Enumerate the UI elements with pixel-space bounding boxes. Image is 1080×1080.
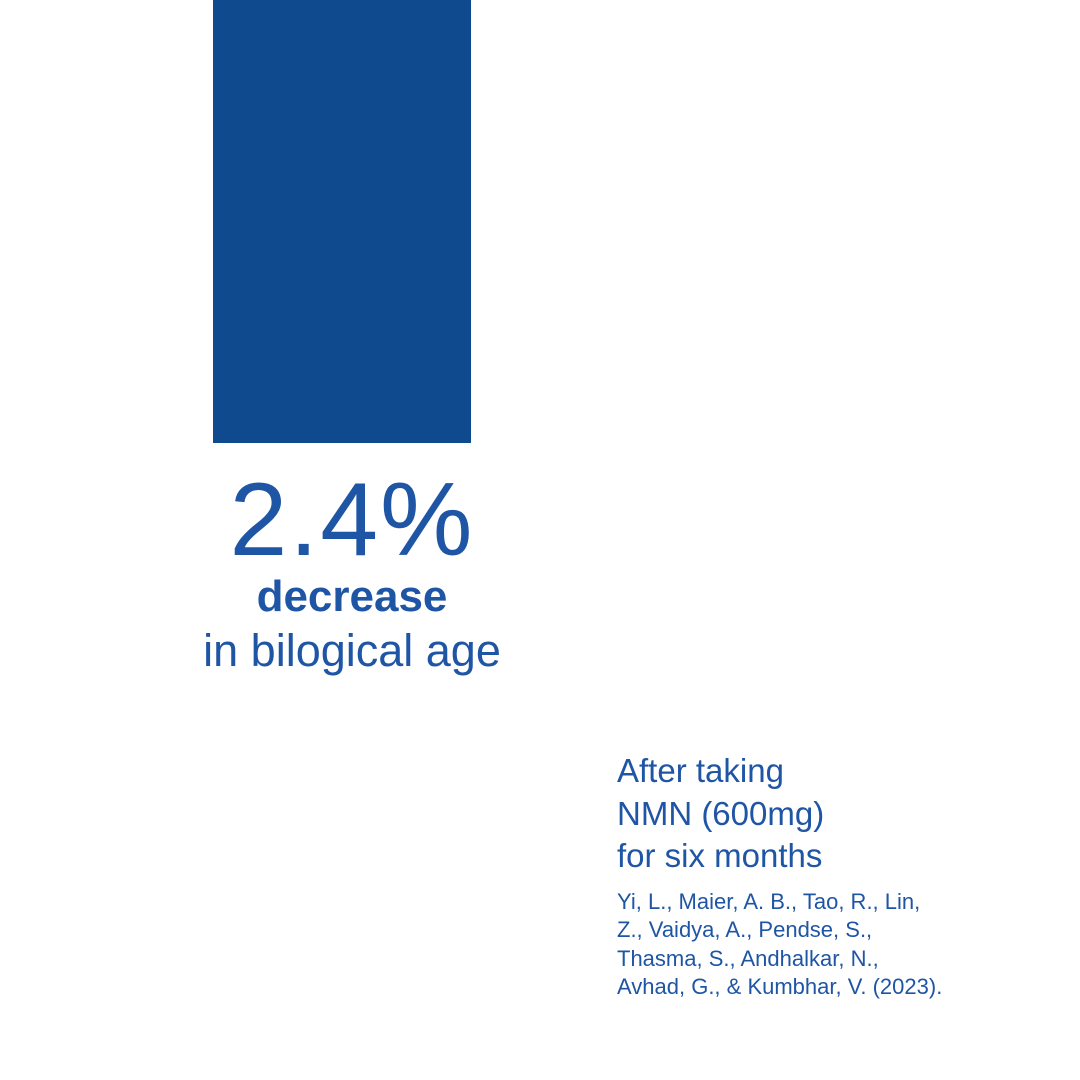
stat-value: 2.4% — [229, 462, 475, 578]
stat-caption: in bilogical age — [203, 625, 501, 676]
note-line: for six months — [617, 837, 823, 874]
note: After taking NMN (600mg) for six months — [617, 750, 824, 878]
citation: Yi, L., Maier, A. B., Tao, R., Lin, Z., V… — [617, 888, 942, 1001]
stat-emphasis: decrease — [256, 572, 448, 621]
citation-line: Avhad, G., & Kumbhar, V. (2023). — [617, 973, 943, 999]
note-line: After taking — [617, 752, 784, 789]
citation-line: Thasma, S., Andhalkar, N., — [617, 945, 879, 971]
citation-line: Yi, L., Maier, A. B., Tao, R., Lin, — [617, 889, 921, 914]
decorative-bar — [213, 0, 471, 443]
citation-line: Z., Vaidya, A., Pendse, S., — [617, 917, 873, 943]
note-line: NMN (600mg) — [617, 794, 825, 832]
